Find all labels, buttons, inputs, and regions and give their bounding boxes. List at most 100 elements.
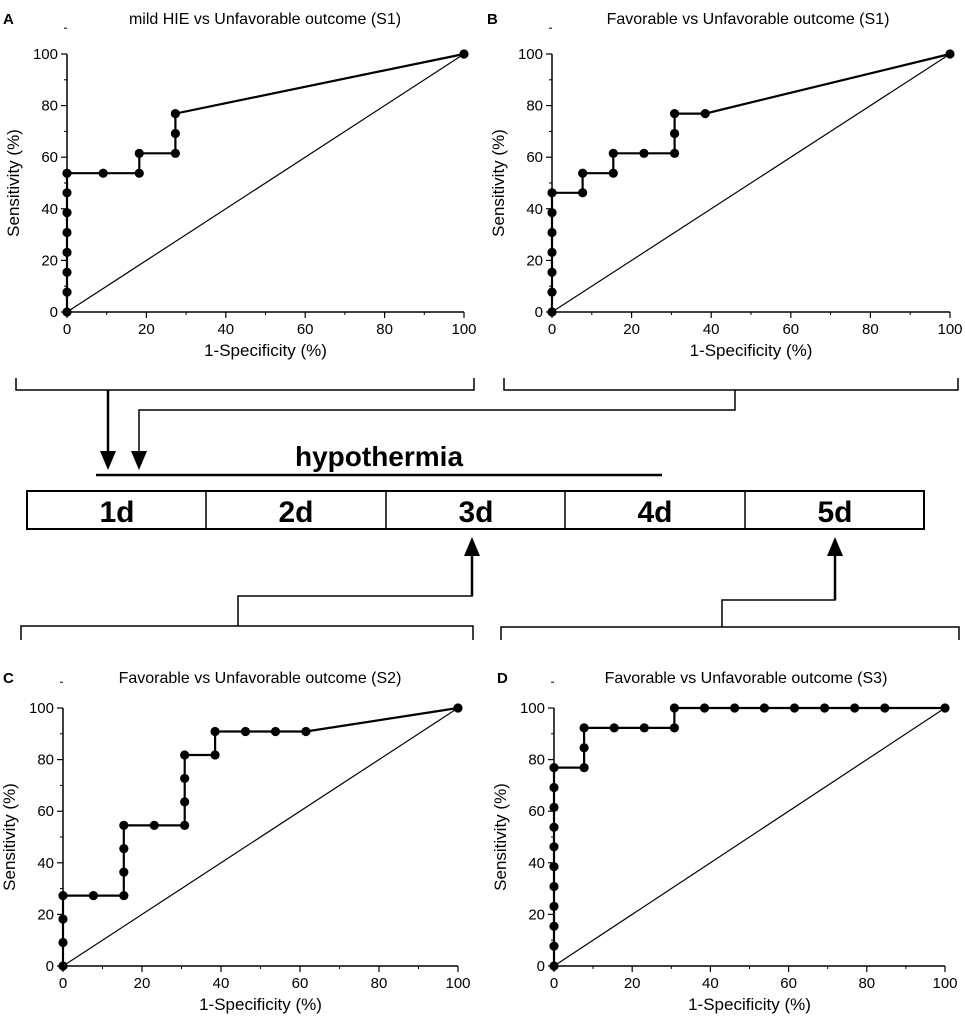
arrow-d-shaft: [721, 550, 836, 627]
y-axis-label: Sensitivity (%): [489, 129, 508, 237]
x-axis-label: 1-Specificity (%): [690, 341, 813, 360]
x-tick-label: 40: [213, 975, 230, 992]
roc-point: [210, 750, 220, 760]
y-tick-label: 20: [526, 252, 543, 269]
roc-point: [639, 723, 649, 733]
x-tick-label: 20: [138, 321, 155, 338]
roc-point: [549, 881, 559, 892]
roc-point: [579, 743, 589, 753]
y-tick-label: 0: [50, 304, 58, 321]
arrow-b-shaft: [138, 390, 736, 455]
y-tick-label: 0: [46, 958, 54, 975]
x-tick-label: 20: [623, 321, 640, 338]
roc-point: [119, 844, 129, 854]
roc-point: [180, 797, 190, 807]
y-tick-label: 40: [528, 855, 545, 872]
x-axis-label: 1-Specificity (%): [204, 341, 327, 360]
roc-point: [549, 862, 559, 872]
roc-point: [547, 188, 557, 198]
panel-b-title: Favorable vs Unfavorable outcome (S1): [607, 11, 890, 28]
y-tick-label: 20: [528, 906, 545, 923]
x-tick-label: 40: [703, 321, 720, 338]
day-label-4: 4d: [637, 496, 672, 529]
day-label-2: 2d: [278, 496, 313, 529]
y-tick-label: 40: [526, 201, 543, 218]
roc-point: [547, 307, 557, 317]
roc-point: [700, 108, 710, 119]
y-axis-label: Sensitivity (%): [0, 783, 19, 891]
roc-point: [62, 267, 72, 277]
roc-point: [789, 703, 800, 713]
roc-point: [58, 914, 68, 924]
x-tick-label: 80: [376, 321, 393, 338]
hypothermia-label: hypothermia: [295, 441, 463, 472]
y-tick-label: 40: [37, 855, 54, 872]
day-label-5: 5d: [817, 496, 852, 529]
timeline-box: [26, 490, 925, 530]
x-tick-label: 100: [445, 975, 470, 992]
y-tick-label: 60: [526, 149, 543, 166]
roc-point: [850, 703, 860, 713]
y-tick-label: 80: [526, 98, 543, 115]
roc-point: [170, 128, 180, 139]
day-label-1: 1d: [99, 496, 134, 529]
roc-point: [547, 227, 557, 238]
x-tick-label: 80: [862, 321, 879, 338]
roc-point: [88, 890, 99, 901]
y-tick-label: 60: [37, 803, 54, 820]
roc-point: [945, 49, 955, 59]
y-tick-label: 100: [520, 700, 545, 717]
roc-point: [180, 773, 190, 784]
roc-point: [549, 921, 559, 931]
roc-point: [547, 287, 557, 297]
roc-point: [170, 108, 180, 119]
timeline: [15, 378, 960, 640]
roc-point: [940, 703, 950, 713]
x-tick-label: 60: [780, 975, 797, 992]
roc-point: [119, 867, 129, 877]
bracket-b: [503, 378, 959, 391]
roc-point: [119, 820, 129, 830]
arrowhead-c: [464, 537, 480, 556]
y-tick-label: 100: [33, 46, 58, 63]
roc-point: [549, 762, 559, 773]
roc-point: [62, 208, 72, 218]
roc-point: [579, 723, 589, 733]
roc-point: [98, 168, 108, 178]
roc-point: [240, 726, 251, 737]
panel-letter-d: D: [497, 670, 508, 687]
roc-point: [579, 762, 589, 773]
roc-point: [62, 168, 72, 178]
roc-point: [62, 227, 72, 238]
x-axis-label: 1-Specificity (%): [199, 995, 322, 1014]
roc-point: [549, 842, 559, 852]
roc-point: [549, 782, 559, 793]
reference-line: [553, 707, 946, 967]
panel-letter-c: C: [3, 670, 14, 687]
roc-point: [62, 247, 72, 258]
panel-c-title: Favorable vs Unfavorable outcome (S2): [119, 670, 402, 687]
y-tick-label: 100: [518, 46, 543, 63]
y-tick-label: 0: [537, 958, 545, 975]
roc-point: [549, 822, 559, 832]
roc-point: [639, 148, 649, 158]
roc-point: [549, 961, 559, 971]
bracket-c: [20, 625, 474, 640]
roc-point: [134, 168, 144, 178]
reference-line: [62, 707, 459, 967]
roc-charts: 0 20 40 60 80 100 0 20 40 60 80 100 1-Specificity (%…: [0, 27, 963, 1014]
roc-point: [609, 723, 619, 733]
day-label-3: 3d: [458, 496, 493, 529]
roc-point: [549, 802, 559, 812]
reference-line: [551, 53, 951, 313]
roc-point: [459, 49, 469, 59]
chart-panel-c: 0 20 40 60 80 100 0 20 40 60 80 100 1-Specificity (%…: [0, 681, 471, 1014]
roc-point: [453, 703, 463, 713]
roc-point: [759, 703, 769, 713]
roc-point: [210, 726, 220, 737]
roc-point: [547, 208, 557, 218]
roc-point: [62, 188, 72, 198]
y-tick-label: 40: [41, 201, 58, 218]
y-tick-label: 20: [37, 906, 54, 923]
